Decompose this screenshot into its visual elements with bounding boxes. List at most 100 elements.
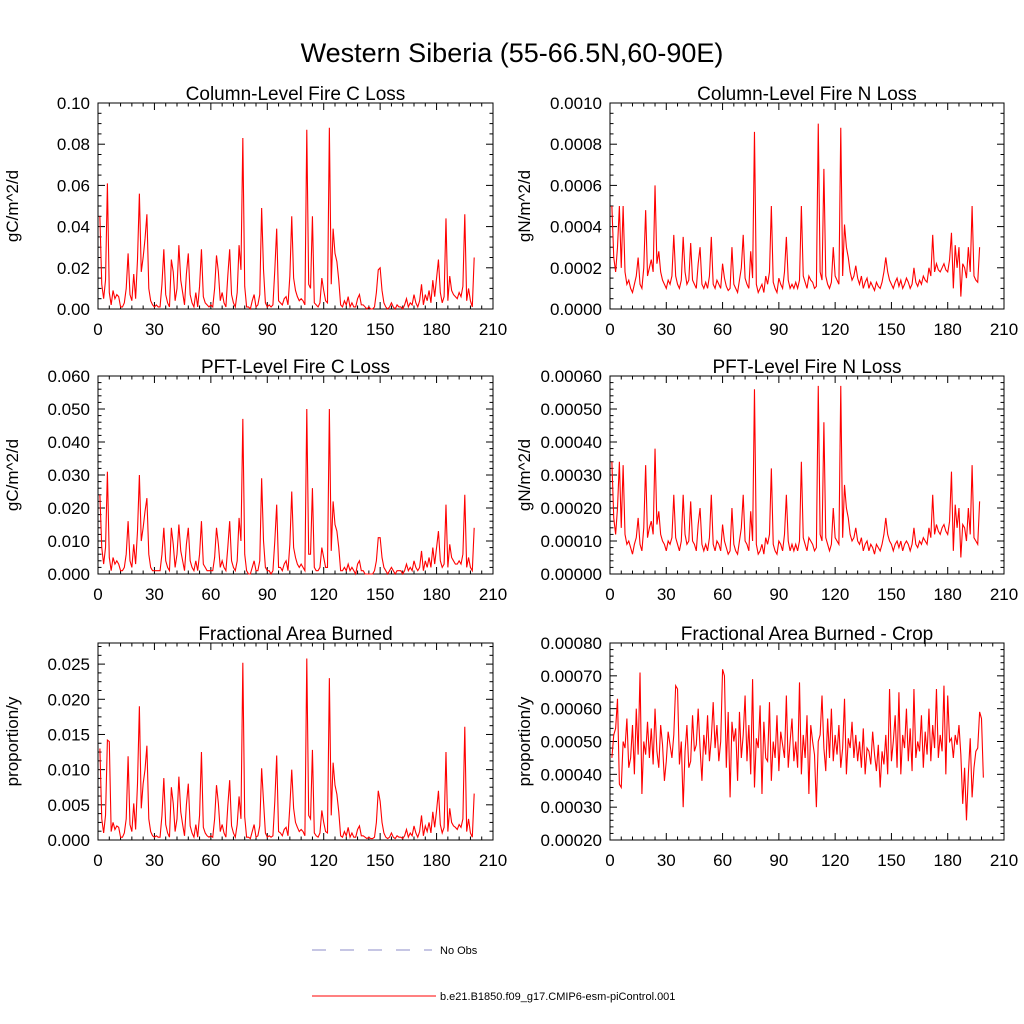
x-tick-label: 30 xyxy=(657,585,676,604)
x-tick-label: 210 xyxy=(990,320,1018,339)
x-tick-label: 90 xyxy=(769,320,788,339)
x-tick-label: 0 xyxy=(605,851,614,870)
y-tick-label: 0.00080 xyxy=(541,634,602,653)
panel-title: PFT-Level Fire N Loss xyxy=(713,357,902,378)
y-tick-label: 0.025 xyxy=(47,655,90,674)
x-tick-label: 120 xyxy=(310,320,338,339)
x-tick-label: 0 xyxy=(93,851,102,870)
x-tick-label: 60 xyxy=(713,851,732,870)
panel-title: Fractional Area Burned - Crop xyxy=(681,624,933,645)
y-tick-label: 0.00020 xyxy=(541,499,602,518)
y-tick-label: 0.010 xyxy=(47,761,90,780)
x-tick-label: 150 xyxy=(877,585,905,604)
y-tick-label: 0.00070 xyxy=(541,667,602,686)
panel-4: PFT-Level Fire N Loss gN/m^2/d 0 30 60 90 120 1… xyxy=(515,357,1018,604)
x-tick-label: 210 xyxy=(990,851,1018,870)
x-tick-label: 90 xyxy=(258,851,277,870)
x-tick-label: 180 xyxy=(422,851,450,870)
x-tick-label: 30 xyxy=(145,585,164,604)
y-tick-label: 0.060 xyxy=(47,367,90,386)
x-tick-label: 150 xyxy=(877,320,905,339)
y-tick-label: 0.010 xyxy=(47,532,90,551)
y-tick-label: 0.00 xyxy=(57,300,90,319)
y-tick-label: 0.00060 xyxy=(541,367,602,386)
y-tick-label: 0.0004 xyxy=(550,218,602,237)
y-tick-label: 0.0008 xyxy=(550,135,602,154)
series-line xyxy=(99,127,475,311)
figure-title: Western Siberia (55-66.5N,60-90E) xyxy=(301,38,724,68)
series-line xyxy=(99,658,475,840)
x-tick-label: 120 xyxy=(310,851,338,870)
x-tick-label: 120 xyxy=(821,585,849,604)
x-tick-label: 180 xyxy=(422,585,450,604)
y-axis-label: gC/m^2/d xyxy=(3,439,22,511)
y-axis-label: proportion/y xyxy=(515,696,534,786)
x-tick-label: 120 xyxy=(821,320,849,339)
y-axis-label: gN/m^2/d xyxy=(515,170,534,242)
y-tick-label: 0.00060 xyxy=(541,700,602,719)
x-tick-label: 180 xyxy=(934,585,962,604)
x-tick-label: 60 xyxy=(713,585,732,604)
y-tick-label: 0.020 xyxy=(47,690,90,709)
series-line xyxy=(611,669,984,821)
y-tick-label: 0.00010 xyxy=(541,532,602,551)
x-tick-label: 210 xyxy=(479,585,507,604)
y-tick-label: 0.000 xyxy=(47,565,90,584)
x-tick-label: 150 xyxy=(366,851,394,870)
x-tick-label: 30 xyxy=(145,851,164,870)
y-tick-label: 0.005 xyxy=(47,796,90,815)
x-tick-label: 60 xyxy=(201,320,220,339)
y-tick-label: 0.00050 xyxy=(541,400,602,419)
panel-2: Column-Level Fire N Loss gN/m^2/d 0 30 60 90 1… xyxy=(515,84,1018,339)
series-line xyxy=(611,385,981,558)
panel-title: PFT-Level Fire C Loss xyxy=(201,357,390,378)
y-tick-label: 0.10 xyxy=(57,94,90,113)
x-tick-label: 60 xyxy=(713,320,732,339)
y-tick-label: 0.00040 xyxy=(541,765,602,784)
x-tick-label: 90 xyxy=(258,320,277,339)
x-tick-label: 150 xyxy=(877,851,905,870)
x-tick-label: 120 xyxy=(310,585,338,604)
x-tick-label: 60 xyxy=(201,585,220,604)
plot-frame xyxy=(97,642,494,841)
panel-6: Fractional Area Burned - Crop proportion/… xyxy=(515,624,1018,870)
y-tick-label: 0.0002 xyxy=(550,259,602,278)
panel-1: Column-Level Fire C Loss gC/m^2/d 0 30 60 90 1… xyxy=(3,84,507,339)
y-axis-label: proportion/y xyxy=(3,696,22,786)
panel-5: Fractional Area Burned proportion/y 0 30 60 9… xyxy=(3,624,507,870)
x-tick-label: 180 xyxy=(934,851,962,870)
y-axis-label: gN/m^2/d xyxy=(515,439,534,511)
panel-title: Fractional Area Burned xyxy=(198,624,392,645)
y-tick-label: 0.04 xyxy=(57,218,90,237)
x-tick-label: 0 xyxy=(605,320,614,339)
x-tick-label: 0 xyxy=(605,585,614,604)
y-tick-label: 0.000 xyxy=(47,831,90,850)
panel-3: PFT-Level Fire C Loss gC/m^2/d 0 30 60 90 120 1… xyxy=(3,357,507,604)
x-tick-label: 150 xyxy=(366,320,394,339)
panels: Column-Level Fire C Loss gC/m^2/d 0 30 60 90 1… xyxy=(3,84,1018,870)
legend-no-obs-label: No Obs xyxy=(440,945,478,957)
y-tick-label: 0.050 xyxy=(47,400,90,419)
x-tick-label: 60 xyxy=(201,851,220,870)
x-tick-label: 90 xyxy=(769,851,788,870)
y-tick-label: 0.02 xyxy=(57,259,90,278)
legend-model-label: b.e21.B1850.f09_g17.CMIP6-esm-piControl.… xyxy=(440,991,675,1003)
x-tick-label: 180 xyxy=(934,320,962,339)
x-tick-label: 210 xyxy=(479,320,507,339)
y-tick-label: 0.0000 xyxy=(550,300,602,319)
x-tick-label: 0 xyxy=(93,585,102,604)
panel-title: Column-Level Fire N Loss xyxy=(697,84,917,105)
x-tick-label: 150 xyxy=(366,585,394,604)
legend: No Obs b.e21.B1850.f09_g17.CMIP6-esm-piC… xyxy=(312,945,675,1003)
y-tick-label: 0.06 xyxy=(57,176,90,195)
y-tick-label: 0.015 xyxy=(47,725,90,744)
x-tick-label: 90 xyxy=(258,585,277,604)
y-tick-label: 0.040 xyxy=(47,433,90,452)
x-tick-label: 0 xyxy=(93,320,102,339)
x-tick-label: 30 xyxy=(145,320,164,339)
y-axis-label: gC/m^2/d xyxy=(3,170,22,242)
y-tick-label: 0.00050 xyxy=(541,733,602,752)
panel-title: Column-Level Fire C Loss xyxy=(186,84,406,105)
